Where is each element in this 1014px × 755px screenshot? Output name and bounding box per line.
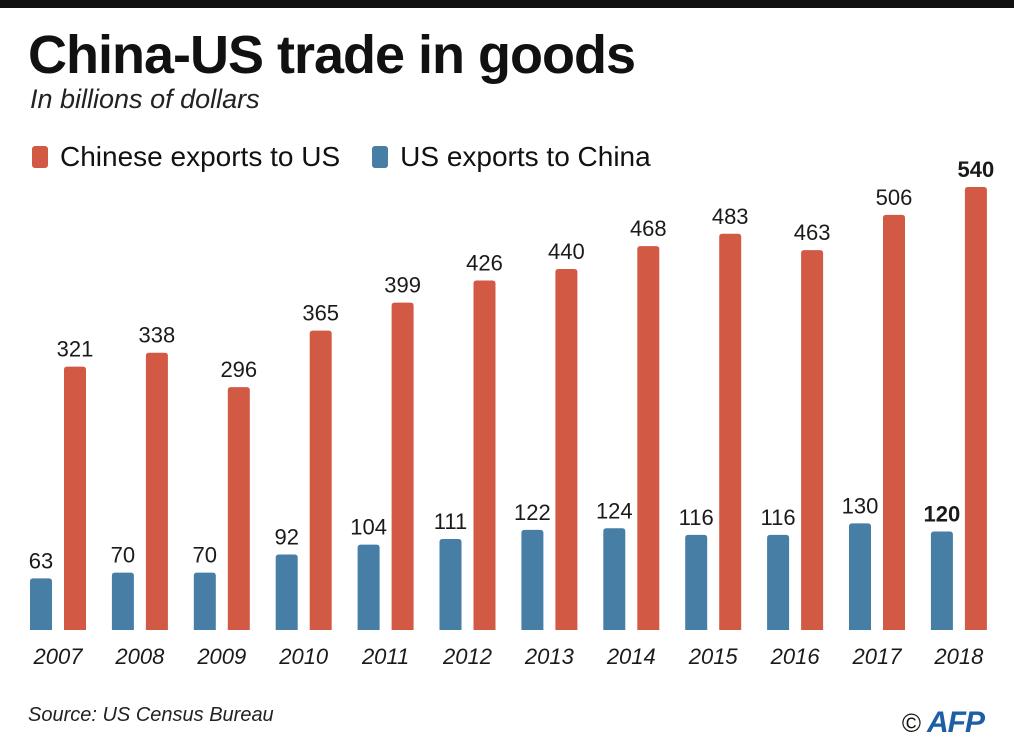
data-label-us-exports-2013: 122 [514, 500, 551, 525]
x-tick-label-2008: 2008 [114, 644, 165, 669]
data-label-chinese-exports-2012: 426 [466, 251, 503, 276]
bar-chinese-exports-2011 [391, 302, 414, 630]
data-label-chinese-exports-2011: 399 [384, 273, 421, 298]
x-tick-label-2013: 2013 [524, 644, 575, 669]
bar-chinese-exports-2010 [309, 330, 332, 630]
legend-swatch-us-exports [372, 146, 389, 168]
bar-us-exports-2018 [930, 531, 953, 630]
data-label-us-exports-2012: 111 [434, 509, 467, 534]
source-note: Source: US Census Bureau [28, 704, 274, 726]
bar-chart: 63 321 2007 70 338 2008 70 296 2009 92 365 2010 104 3… [29, 157, 995, 669]
bar-us-exports-2014 [603, 528, 626, 630]
bar-chinese-exports-2008 [145, 352, 168, 630]
copyright-symbol: © [901, 707, 921, 738]
bar-us-exports-2017 [849, 523, 871, 630]
data-label-us-exports-2008: 70 [111, 543, 135, 568]
data-label-us-exports-2011: 104 [350, 515, 387, 540]
legend-item-us-exports: US exports to China [372, 141, 651, 173]
data-label-us-exports-2016: 116 [761, 505, 796, 530]
data-label-us-exports-2017: 130 [842, 493, 879, 518]
bar-us-exports-2007 [30, 578, 52, 630]
data-label-chinese-exports-2016: 463 [794, 220, 831, 245]
data-label-us-exports-2009: 70 [193, 543, 217, 568]
bar-chinese-exports-2016 [801, 250, 824, 630]
top-rule [0, 0, 1014, 8]
bar-chinese-exports-2009 [227, 387, 250, 630]
bar-chinese-exports-2014 [637, 246, 660, 631]
legend-label-chinese-exports: Chinese exports to US [60, 141, 341, 172]
x-tick-label-2015: 2015 [688, 644, 739, 669]
chart-title: China-US trade in goods [28, 25, 636, 85]
x-tick-label-2010: 2010 [278, 644, 329, 669]
bar-chinese-exports-2015 [719, 233, 742, 630]
data-label-us-exports-2007: 63 [29, 548, 53, 573]
x-tick-label-2018: 2018 [933, 644, 984, 669]
legend: Chinese exports to US US exports to Chin… [32, 140, 683, 174]
bar-chinese-exports-2007 [64, 366, 86, 630]
data-label-chinese-exports-2014: 468 [630, 216, 667, 241]
bar-us-exports-2011 [357, 544, 380, 630]
data-label-us-exports-2015: 116 [679, 505, 714, 530]
x-tick-label-2017: 2017 [852, 644, 903, 669]
x-tick-label-2014: 2014 [606, 644, 656, 669]
data-label-chinese-exports-2007: 321 [57, 337, 94, 362]
bar-us-exports-2009 [193, 572, 216, 630]
bar-us-exports-2015 [685, 534, 708, 630]
bar-chinese-exports-2018 [964, 187, 987, 630]
data-label-us-exports-2018: 120 [924, 502, 961, 527]
data-label-us-exports-2010: 92 [274, 525, 298, 550]
bar-chinese-exports-2012 [473, 280, 496, 630]
chart-subtitle: In billions of dollars [30, 84, 260, 114]
x-tick-label-2007: 2007 [33, 644, 84, 669]
data-label-chinese-exports-2017: 506 [876, 185, 913, 210]
bar-us-exports-2013 [521, 529, 544, 630]
bar-us-exports-2008 [111, 572, 134, 630]
x-tick-label-2009: 2009 [196, 644, 246, 669]
data-label-chinese-exports-2010: 365 [302, 301, 339, 326]
data-label-chinese-exports-2009: 296 [220, 357, 257, 382]
bar-chinese-exports-2013 [555, 269, 578, 630]
bar-us-exports-2012 [439, 538, 462, 630]
legend-swatch-chinese-exports [32, 146, 48, 168]
x-tick-label-2016: 2016 [770, 644, 821, 669]
bar-us-exports-2010 [275, 554, 298, 630]
x-tick-label-2012: 2012 [442, 644, 492, 669]
x-tick-label-2011: 2011 [361, 644, 409, 669]
bar-chinese-exports-2017 [883, 214, 905, 631]
legend-label-us-exports: US exports to China [400, 141, 651, 172]
legend-item-chinese-exports: Chinese exports to US [32, 141, 340, 173]
data-label-chinese-exports-2008: 338 [139, 323, 176, 348]
credit: © AFP [901, 706, 985, 740]
bar-us-exports-2016 [767, 534, 790, 630]
data-label-chinese-exports-2015: 483 [712, 204, 749, 229]
data-label-chinese-exports-2013: 440 [548, 239, 585, 264]
data-label-us-exports-2014: 124 [596, 498, 633, 523]
afp-logo: AFP [927, 706, 985, 739]
data-label-chinese-exports-2018: 540 [958, 157, 995, 182]
